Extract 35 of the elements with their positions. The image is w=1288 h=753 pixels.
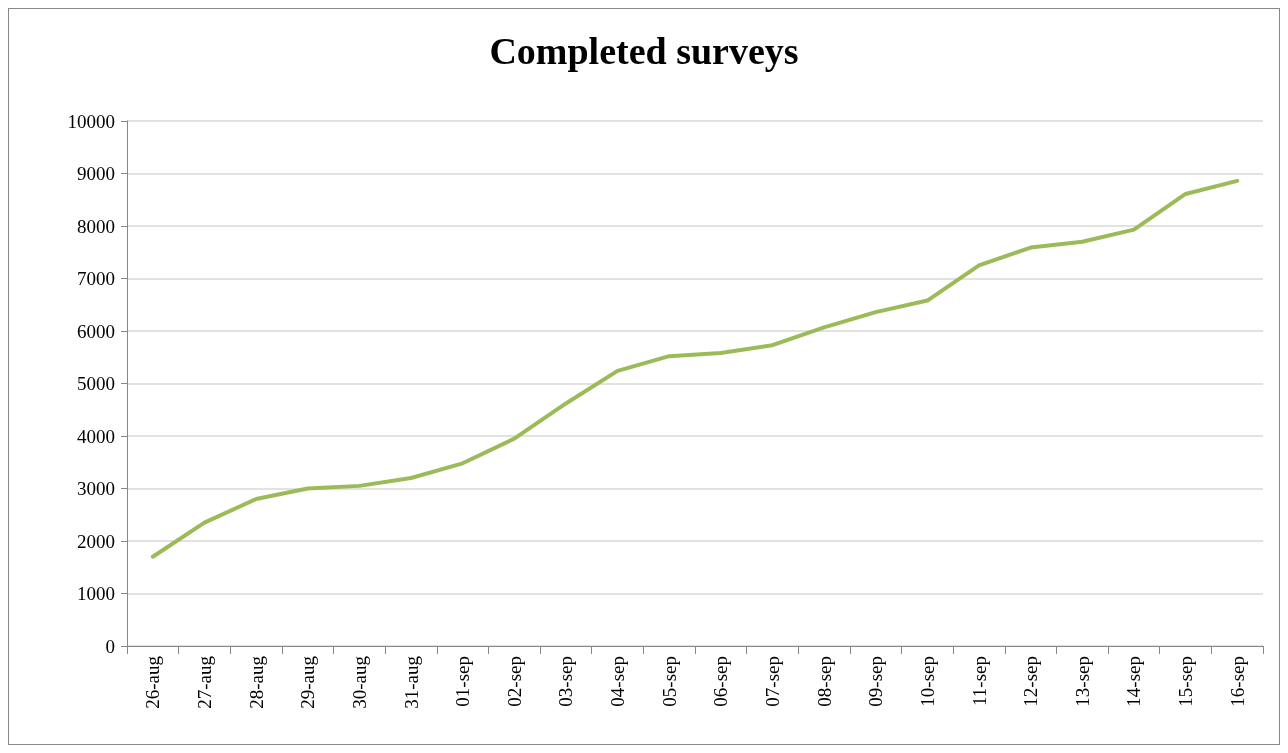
x-tick-label: 02-sep [503,656,525,707]
y-tick-label: 4000 [77,425,115,447]
x-tick-label: 09-sep [865,656,887,707]
y-tick-label: 2000 [77,530,115,552]
x-tick-label: 27-aug [193,655,215,709]
x-tick-label: 05-sep [658,656,680,707]
y-tick-label: 5000 [77,373,115,394]
x-tick-label: 03-sep [555,656,577,707]
x-tick-label: 12-sep [1020,656,1042,707]
y-tick-label: 10000 [67,110,115,132]
y-tick-label: 9000 [77,163,115,184]
x-tick-label: 07-sep [761,656,783,707]
x-tick-label: 01-sep [452,656,474,707]
x-tick-label: 14-sep [1123,656,1145,707]
x-tick-label: 06-sep [710,656,732,707]
y-tick-label: 8000 [77,215,115,237]
y-tick-label: 6000 [77,320,115,342]
x-tick-label: 10-sep [916,656,938,707]
x-tick-label: 15-sep [1175,656,1197,707]
x-tick-label: 04-sep [607,656,629,707]
y-tick-label: 3000 [77,478,115,499]
x-tick-label: 11-sep [968,656,990,706]
y-tick-label: 1000 [77,583,115,604]
x-tick-label: 13-sep [1071,656,1093,707]
line-series [150,178,1240,559]
y-tick-label: 7000 [77,268,115,289]
x-tick-label: 08-sep [813,656,835,707]
y-tick-label: 0 [105,635,115,657]
x-tick-label: 26-aug [142,655,164,709]
x-tick-label: 28-aug [245,655,267,709]
x-tick-label: 30-aug [348,655,370,709]
x-tick-label: 31-aug [400,655,422,709]
x-tick-label: 29-aug [297,655,319,709]
x-tick-label: 16-sep [1226,656,1248,707]
chart-title: Completed surveys [489,30,799,72]
